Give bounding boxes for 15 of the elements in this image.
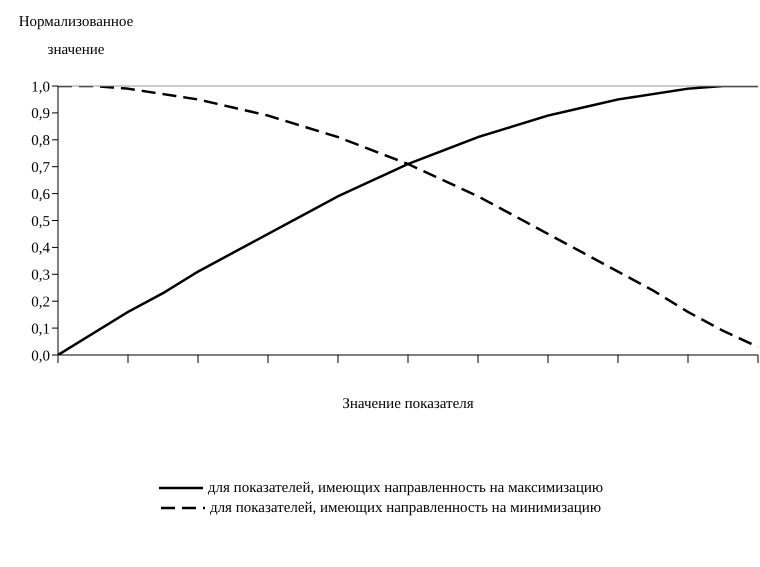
y-tick-label: 0,4	[31, 240, 50, 257]
x-axis-title: Значение показателя	[341, 396, 475, 413]
legend-label: для показателей, имеющих направленность на минимизацию	[210, 500, 602, 516]
y-tick-label: 0,0	[31, 348, 50, 364]
y-tick-label: 0,1	[31, 321, 50, 338]
legend-label: для показателей, имеющих направленность на максимизацию	[208, 480, 604, 496]
y-tick-label: 0,9	[31, 106, 50, 122]
y-tick-label: 1,0	[31, 79, 50, 96]
y-tick-label: 0,2	[31, 294, 50, 311]
y-tick-label: 0,8	[31, 133, 50, 150]
y-axis-title: Нормализованное значение	[18, 13, 134, 60]
y-tick-label: 0,6	[31, 186, 50, 203]
y-tick-label: 0,7	[31, 160, 50, 176]
y-tick-label: 0,5	[31, 214, 50, 230]
y-tick-label: 0,3	[31, 268, 50, 284]
